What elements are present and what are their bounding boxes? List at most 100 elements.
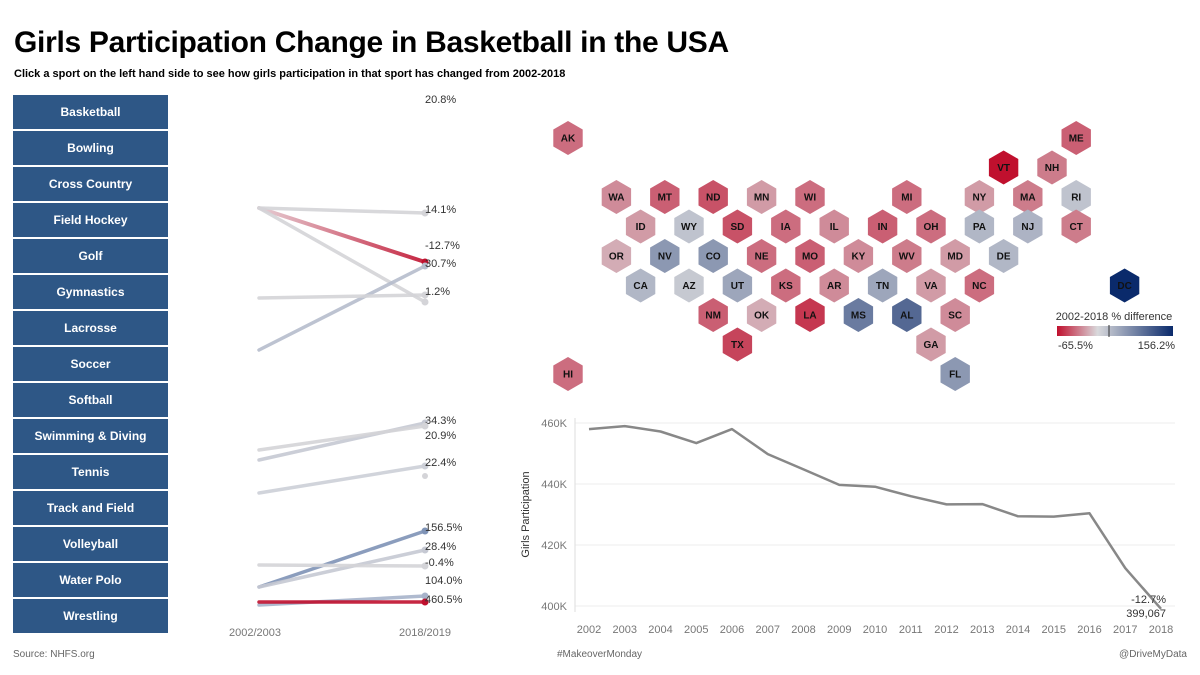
sport-button-basketball[interactable]: Basketball [13,95,168,129]
slope-endpoint-11 [421,592,429,600]
state-hex-map: AK ME VT NH WA MT ND MN WI MI NY MA RI ID WY SD IA IL IN OH… [553,121,1176,391]
sport-button-water-polo[interactable]: Water Polo [13,563,168,597]
state-label-nj: NJ [1021,222,1034,233]
trend-y-tick-1: 420K [541,540,567,552]
state-hex-ms [843,298,874,332]
state-label-ca: CA [633,281,647,292]
state-label-ma: MA [1020,193,1036,204]
state-label-mn: MN [754,193,770,204]
sport-button-softball[interactable]: Softball [13,383,168,417]
state-hex-la [795,298,825,332]
state-label-va: VA [924,281,937,292]
state-hex-al [892,298,922,332]
trend-x-tick-2016: 2016 [1077,624,1101,636]
state-label-ga: GA [924,340,939,351]
slope-line-0 [257,206,427,264]
page-title: Girls Participation Change in Basketball… [14,26,729,59]
sport-button-track-and-field[interactable]: Track and Field [13,491,168,525]
sport-button-bowling[interactable]: Bowling [13,131,168,165]
trend-x-tick-2007: 2007 [756,624,780,636]
state-label-mo: MO [802,252,818,263]
state-label-ut: UT [731,281,744,292]
state-hex-ar [819,268,849,303]
state-hex-ct [1061,209,1091,244]
sport-button-wrestling[interactable]: Wrestling [13,599,168,633]
legend-max-label: 156.2% [1138,340,1176,352]
page-subtitle: Click a sport on the left hand side to s… [14,68,566,80]
slope-x-label-1: 2018/2019 [399,627,451,639]
slope-line-4 [257,293,427,300]
state-hex-ri [1061,180,1091,214]
state-hex-tn [867,268,898,303]
state-label-mi: MI [901,193,912,204]
state-hex-mi [892,180,922,214]
trend-x-tick-2017: 2017 [1113,624,1137,636]
sport-button-cross-country[interactable]: Cross Country [13,167,168,201]
sport-button-field-hockey[interactable]: Field Hockey [13,203,168,237]
state-hex-sd [722,209,753,244]
sport-button-golf[interactable]: Golf [13,239,168,273]
state-hex-tx [722,327,753,362]
state-hex-me [1061,121,1091,155]
state-hex-ga [916,327,946,362]
state-label-ne: NE [755,252,769,263]
state-label-hi: HI [563,370,573,381]
sport-button-swimming-diving[interactable]: Swimming & Diving [13,419,168,453]
slope-label-7: 22.4% [425,457,456,469]
sport-button-gymnastics[interactable]: Gymnastics [13,275,168,309]
state-hex-ne [746,239,777,273]
slope-label-0: -12.7% [425,240,460,252]
sport-button-volleyball[interactable]: Volleyball [13,527,168,561]
state-label-vt: VT [997,163,1010,174]
slope-endpoint-4 [421,291,429,299]
state-hex-pa [964,209,995,244]
state-hex-wa [601,180,632,214]
state-label-co: CO [706,252,721,263]
slope-label-9: 28.4% [425,541,456,553]
state-hex-de [988,239,1019,273]
state-hex-ma [1013,180,1043,214]
source-note: Source: NHFS.org [13,649,95,660]
state-label-ks: KS [779,281,793,292]
state-hex-md [940,239,970,273]
state-label-wa: WA [608,193,624,204]
slope-endpoint-8 [421,527,429,535]
state-hex-ia [771,209,801,244]
state-hex-id [625,209,656,244]
trend-x-tick-2003: 2003 [613,624,637,636]
slope-label-1: 20.8% [425,94,456,106]
state-label-la: LA [803,311,816,322]
state-label-nh: NH [1045,163,1059,174]
trend-x-tick-2015: 2015 [1042,624,1066,636]
state-hex-ok [746,298,777,332]
slope-x-label-0: 2002/2003 [229,627,281,639]
slope-label-10: -0.4% [425,557,454,569]
sport-button-soccer[interactable]: Soccer [13,347,168,381]
slope-endpoint-9 [421,546,429,554]
state-hex-sc [940,298,970,332]
trend-end-value-label: 399,067 [1126,608,1166,620]
slope-endpoint-3 [421,262,429,270]
state-label-or: OR [609,252,625,263]
state-hex-mn [746,180,777,214]
trend-x-tick-2010: 2010 [863,624,887,636]
trend-line [588,424,1162,610]
state-label-ct: CT [1070,222,1083,233]
legend-color-ramp [1057,326,1173,336]
state-label-ms: MS [851,311,866,322]
state-hex-nc [964,268,995,303]
slope-label-8: 156.5% [425,522,463,534]
state-hex-hi [553,357,583,391]
slope-line-2 [257,206,427,304]
state-hex-nd [698,180,728,214]
slope-line-8 [257,529,427,589]
sport-button-tennis[interactable]: Tennis [13,455,168,489]
slope-endpoint-12 [421,598,429,606]
trend-y-tick-2: 440K [541,479,567,491]
state-hex-ut [722,268,753,303]
trend-x-tick-2002: 2002 [577,624,601,636]
state-hex-nv [650,239,680,273]
sport-button-lacrosse[interactable]: Lacrosse [13,311,168,345]
state-hex-wy [674,209,704,244]
trend-y-label: Girls Participation [520,471,532,557]
